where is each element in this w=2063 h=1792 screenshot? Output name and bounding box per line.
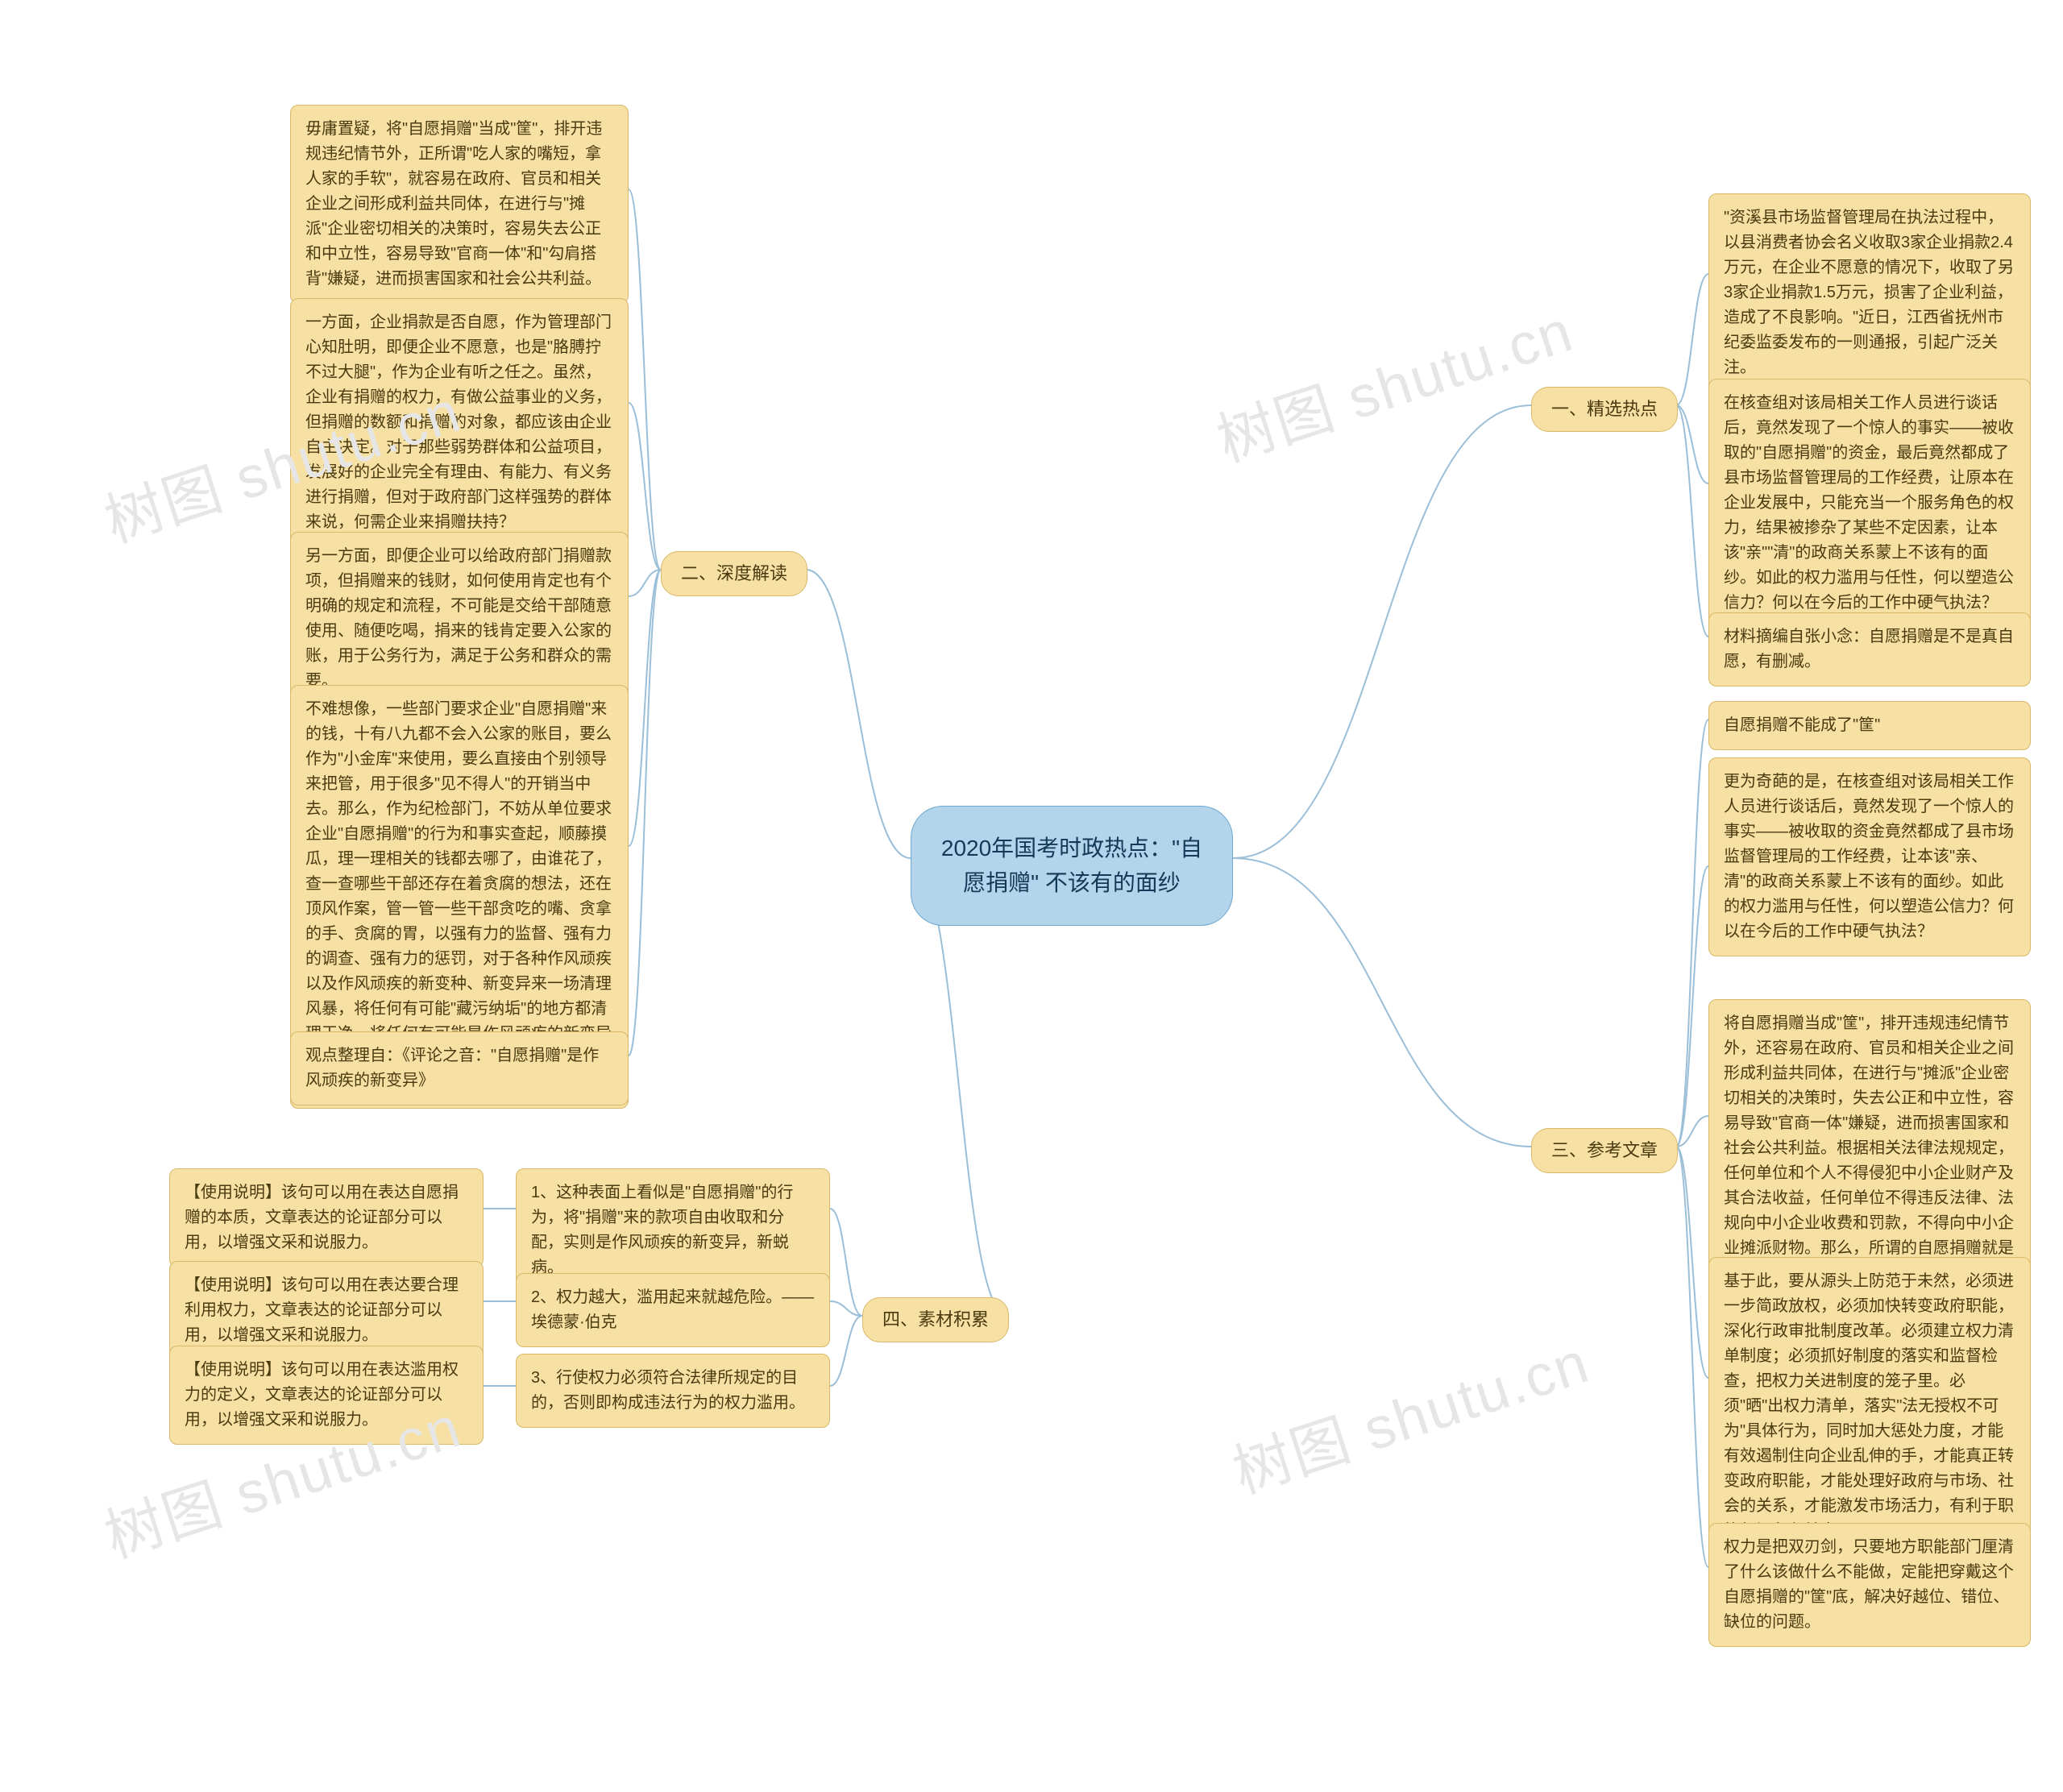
leaf-node: 另一方面，即便企业可以给政府部门捐赠款项，但捐赠来的钱财，如何使用肯定也有个明确… xyxy=(290,532,629,706)
leaf-node: 在核查组对该局相关工作人员进行谈话后，竟然发现了一个惊人的事实——被收取的"自愿… xyxy=(1708,379,2031,628)
leaf-node: 毋庸置疑，将"自愿捐赠"当成"筐"，排开违规违纪情节外，正所谓"吃人家的嘴短，拿… xyxy=(290,105,629,304)
sub-leaf-node: 【使用说明】该句可以用在表达自愿捐赠的本质，文章表达的论证部分可以用，以增强文采… xyxy=(169,1168,484,1267)
leaf-node: 将自愿捐赠当成"筐"，排开违规违纪情节外，还容易在政府、官员和相关企业之间形成利… xyxy=(1708,999,2031,1298)
leaf-node: 材料摘编自张小念：自愿捐赠是不是真自愿，有删减。 xyxy=(1708,612,2031,687)
leaf-node: 观点整理自：《评论之音："自愿捐赠"是作风顽疾的新变异》 xyxy=(290,1031,629,1105)
leaf-node: 一方面，企业捐款是否自愿，作为管理部门心知肚明，即便企业不愿意，也是"胳膊拧不过… xyxy=(290,298,629,547)
branch-node: 二、深度解读 xyxy=(661,551,807,596)
branch-node: 一、精选热点 xyxy=(1531,387,1678,432)
leaf-node: 自愿捐赠不能成了"筐" xyxy=(1708,701,2031,750)
leaf-node: 权力是把双刃剑，只要地方职能部门厘清了什么该做什么不能做，定能把穿戴这个自愿捐赠… xyxy=(1708,1523,2031,1647)
watermark: 树图 shutu.cn xyxy=(1205,284,1582,478)
leaf-node: "资溪县市场监督管理局在执法过程中，以县消费者协会名义收取3家企业捐款2.4万元… xyxy=(1708,193,2031,392)
leaf-node: 2、权力越大，滥用起来就越危险。——埃德蒙·伯克 xyxy=(516,1273,830,1347)
branch-node: 四、素材积累 xyxy=(862,1297,1009,1342)
watermark: 树图 shutu.cn xyxy=(1221,1315,1598,1509)
leaf-node: 基于此，要从源头上防范于未然，必须进一步简政放权，必须加快转变政府职能，深化行政… xyxy=(1708,1257,2031,1556)
sub-leaf-node: 【使用说明】该句可以用在表达滥用权力的定义，文章表达的论证部分可以用，以增强文采… xyxy=(169,1346,484,1445)
leaf-node: 更为奇葩的是，在核查组对该局相关工作人员进行谈话后，竟然发现了一个惊人的事实——… xyxy=(1708,757,2031,956)
branch-node: 三、参考文章 xyxy=(1531,1128,1678,1173)
center-node: 2020年国考时政热点："自愿捐赠" 不该有的面纱 xyxy=(911,806,1233,926)
leaf-node: 3、行使权力必须符合法律所规定的目的，否则即构成违法行为的权力滥用。 xyxy=(516,1354,830,1428)
